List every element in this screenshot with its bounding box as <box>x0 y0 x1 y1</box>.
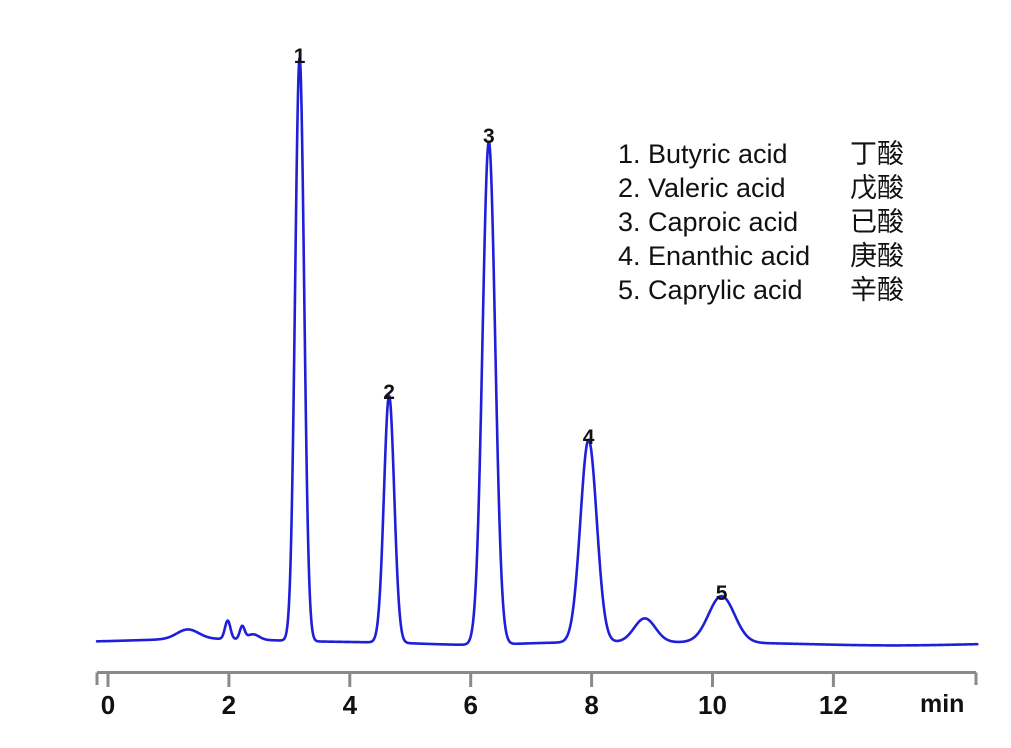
legend-item: 1. Butyric acid 丁酸 <box>618 132 948 170</box>
x-axis-tick-label: 8 <box>584 690 599 720</box>
legend-item: 4. Enanthic acid 庚酸 <box>618 234 948 272</box>
legend-item-label-cjk: 庚酸 <box>850 241 904 272</box>
x-axis-tick-label: 2 <box>221 690 237 720</box>
legend-item-label: 3. Caproic acid <box>618 207 799 237</box>
legend-item-label: 4. Enanthic acid <box>618 241 811 271</box>
peak-label-1: 1 <box>293 44 306 68</box>
peak-label-3: 3 <box>482 125 495 149</box>
legend-item: 5. Caprylic acid 辛酸 <box>618 268 948 306</box>
peak-label-4: 4 <box>582 425 595 449</box>
x-axis-tick-label: 10 <box>698 690 727 720</box>
legend: 1. Butyric acid 丁酸 2. Valeric acid 戊酸 3.… <box>618 132 948 306</box>
legend-item-label-cjk: 辛酸 <box>850 275 904 306</box>
peak-label-5: 5 <box>715 581 728 605</box>
legend-item: 3. Caproic acid 已酸 <box>618 200 948 238</box>
legend-item-label-cjk: 丁酸 <box>850 139 904 170</box>
x-axis <box>95 671 978 687</box>
legend-item: 2. Valeric acid 戊酸 <box>618 166 948 204</box>
x-axis-tick-label: 6 <box>463 690 478 720</box>
x-axis-tick-label: 0 <box>100 690 116 720</box>
peak-label-2: 2 <box>383 381 395 405</box>
x-axis-unit-label: min <box>920 690 965 718</box>
x-axis-tick-label: 4 <box>342 690 358 720</box>
legend-item-label: 5. Caprylic acid <box>618 275 803 305</box>
x-axis-tick-label: 12 <box>818 690 848 720</box>
legend-item-label-cjk: 已酸 <box>850 207 904 238</box>
legend-item-label-cjk: 戊酸 <box>850 173 904 204</box>
x-axis-ticks <box>95 672 978 687</box>
legend-item-label: 2. Valeric acid <box>618 173 786 203</box>
signal-trace-line <box>95 56 979 647</box>
legend-item-label: 1. Butyric acid <box>618 139 788 169</box>
